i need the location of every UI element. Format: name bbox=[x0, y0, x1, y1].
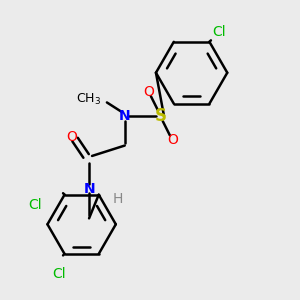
Text: N: N bbox=[119, 109, 130, 123]
Text: O: O bbox=[66, 130, 77, 144]
Text: N: N bbox=[83, 182, 95, 196]
Text: Cl: Cl bbox=[52, 267, 66, 281]
Text: Cl: Cl bbox=[212, 25, 226, 39]
Text: O: O bbox=[167, 133, 178, 147]
Text: O: O bbox=[143, 85, 154, 99]
Text: CH$_3$: CH$_3$ bbox=[76, 92, 101, 107]
Text: Cl: Cl bbox=[28, 198, 41, 212]
Text: S: S bbox=[154, 107, 166, 125]
Text: H: H bbox=[113, 192, 123, 206]
